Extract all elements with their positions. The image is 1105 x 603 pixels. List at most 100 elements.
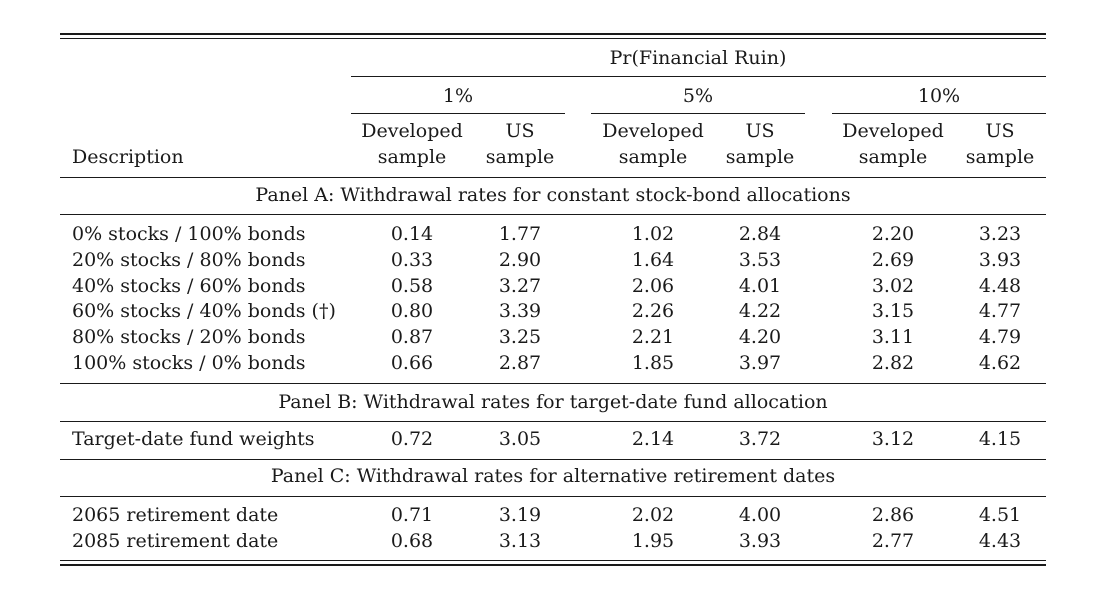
row-label: 60% stocks / 40% bonds (†) (72, 300, 336, 323)
table-cell: 1.02 (631, 223, 675, 245)
top-rule-inner (60, 38, 1046, 39)
table-cell: 3.15 (871, 300, 915, 323)
row-label: 2065 retirement date (72, 504, 279, 526)
level-1pct: 1% (442, 85, 474, 107)
row-label: 0% stocks / 100% bonds (72, 223, 306, 245)
level-rule-2 (591, 113, 805, 114)
table-cell: 3.97 (738, 352, 782, 374)
table-cell: 0.68 (390, 530, 434, 552)
col-head-top: US (745, 120, 775, 142)
table-cell: 4.01 (738, 274, 782, 297)
row-label: 2085 retirement date (72, 530, 279, 552)
table-cell: 2.26 (631, 300, 675, 323)
table-cell: 0.66 (390, 352, 434, 374)
col-head-top: US (505, 120, 535, 142)
table-cell: 0.72 (390, 428, 434, 450)
level-rule-3 (832, 113, 1046, 114)
table-cell: 3.25 (498, 326, 542, 349)
table-cell: 2.77 (871, 530, 915, 552)
row-label: Target-date fund weights (72, 428, 315, 450)
col-head-bottom: sample (858, 146, 928, 168)
level-rule-1 (351, 113, 565, 114)
panel-c-title: Panel C: Withdrawal rates for alternativ… (270, 465, 836, 487)
table-cell: 0.80 (390, 300, 434, 323)
table-row: 2085 retirement date 0.68 3.13 1.95 3.93 2.77… (0, 530, 1105, 556)
table-cell: 1.95 (631, 530, 675, 552)
table-cell: 2.21 (631, 326, 675, 349)
col-head-bottom: sample (618, 146, 688, 168)
table-cell: 2.82 (871, 352, 915, 374)
level-5pct: 5% (682, 85, 714, 107)
table-row: 40% stocks / 60% bonds 0.58 3.27 2.06 4.01 3.… (0, 275, 1105, 301)
table-cell: 3.02 (871, 274, 915, 297)
table-cell: 2.06 (631, 274, 675, 297)
table-row: 0% stocks / 100% bonds 0.14 1.77 1.02 2.84 2.… (0, 223, 1105, 249)
table-row: 20% stocks / 80% bonds 0.33 2.90 1.64 3.53 2.… (0, 249, 1105, 275)
panel-a-title: Panel A: Withdrawal rates for constant s… (255, 184, 851, 206)
table-cell: 3.11 (871, 326, 915, 349)
table-cell: 4.62 (978, 352, 1022, 374)
table-row: Target-date fund weights 0.72 3.05 2.14 3.72… (0, 428, 1105, 454)
panel-c-rule (60, 496, 1046, 497)
table-cell: 3.93 (978, 248, 1022, 271)
col-head-bottom: sample (965, 146, 1035, 168)
table-cell: 3.27 (498, 274, 542, 297)
table-cell: 3.39 (498, 300, 542, 323)
panel-a-rule (60, 214, 1046, 215)
table-cell: 4.51 (978, 504, 1022, 526)
table-cell: 4.48 (978, 274, 1022, 297)
row-label: 20% stocks / 80% bonds (72, 248, 306, 271)
bottom-rule (60, 564, 1046, 566)
table-row: 60% stocks / 40% bonds (†) 0.80 3.39 2.26 4.… (0, 300, 1105, 326)
table-row: 100% stocks / 0% bonds 0.66 2.87 1.85 3.97 2.… (0, 352, 1105, 378)
table-cell: 2.69 (871, 248, 915, 271)
table-cell: 2.84 (738, 223, 782, 245)
table-cell: 4.22 (738, 300, 782, 323)
col-head-bottom: sample (377, 146, 447, 168)
level-10pct: 10% (917, 85, 961, 107)
group-title: Pr(Financial Ruin) (609, 47, 787, 69)
table-cell: 3.53 (738, 248, 782, 271)
table-cell: 2.20 (871, 223, 915, 245)
table-row: 80% stocks / 20% bonds 0.87 3.25 2.21 4.20 3.… (0, 326, 1105, 352)
panel-b-end-rule (60, 459, 1046, 460)
group-rule (351, 76, 1046, 77)
table-cell: 4.43 (978, 530, 1022, 552)
table-cell: 2.90 (498, 248, 542, 271)
table-cell: 3.05 (498, 428, 542, 450)
table-cell: 1.64 (631, 248, 675, 271)
table-cell: 4.79 (978, 326, 1022, 349)
bottom-rule-inner (60, 560, 1046, 561)
table-cell: 3.12 (871, 428, 915, 450)
col-head-bottom: sample (725, 146, 795, 168)
table-row: 2065 retirement date 0.71 3.19 2.02 4.00 2.86… (0, 504, 1105, 530)
table-cell: 1.77 (498, 223, 542, 245)
table-cell: 0.58 (390, 274, 434, 297)
row-label: 100% stocks / 0% bonds (72, 352, 306, 374)
panel-b-title: Panel B: Withdrawal rates for target-dat… (278, 391, 828, 413)
table-cell: 3.19 (498, 504, 542, 526)
table-cell: 0.33 (390, 248, 434, 271)
row-label: 40% stocks / 60% bonds (72, 274, 306, 297)
description-header: Description (72, 146, 184, 168)
table-cell: 2.14 (631, 428, 675, 450)
table-cell: 4.15 (978, 428, 1022, 450)
panel-a-end-rule (60, 383, 1046, 384)
col-head-top: Developed (842, 120, 944, 142)
top-rule (60, 33, 1046, 35)
col-head-top: Developed (361, 120, 463, 142)
table-cell: 0.14 (390, 223, 434, 245)
table-cell: 1.85 (631, 352, 675, 374)
table-cell: 2.02 (631, 504, 675, 526)
table-cell: 3.93 (738, 530, 782, 552)
table-cell: 4.00 (738, 504, 782, 526)
table-cell: 2.86 (871, 504, 915, 526)
col-head-top: Developed (602, 120, 704, 142)
table-cell: 3.72 (738, 428, 782, 450)
table-cell: 3.23 (978, 223, 1022, 245)
col-head-bottom: sample (485, 146, 555, 168)
table-cell: 0.71 (390, 504, 434, 526)
table-cell: 2.87 (498, 352, 542, 374)
row-label: 80% stocks / 20% bonds (72, 326, 306, 349)
header-rule (60, 177, 1046, 178)
